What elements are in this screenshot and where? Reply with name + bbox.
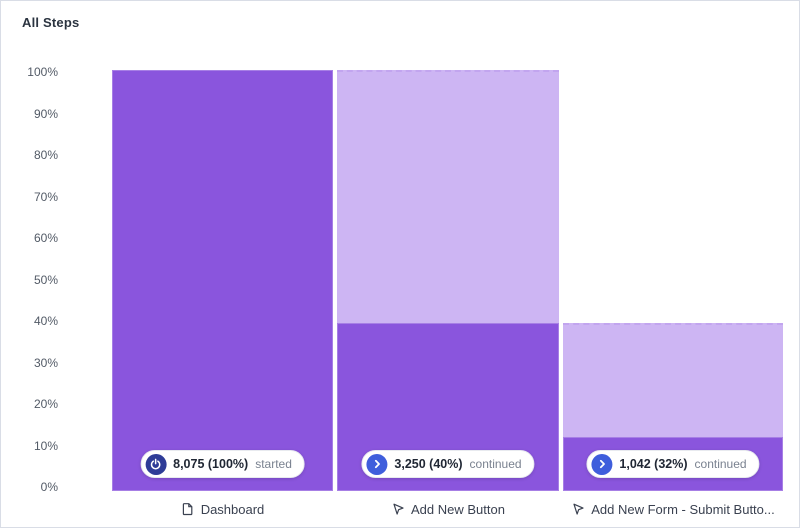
step-count-label: 1,042 (32%): [619, 457, 688, 471]
y-axis-tick-label: 100%: [27, 65, 58, 79]
y-axis-tick-label: 40%: [33, 314, 58, 328]
y-axis-tick-label: 50%: [33, 272, 58, 287]
step-label-text: Add New Button: [411, 501, 505, 517]
document-icon: [181, 502, 195, 516]
y-axis-tick-label: 60%: [33, 231, 58, 245]
y-axis-tick-label: 0%: [40, 480, 58, 494]
step-count-label: 3,250 (40%): [394, 457, 463, 471]
step-badge[interactable]: 1,042 (32%) continued: [586, 450, 760, 478]
cursor-icon: [391, 502, 405, 516]
step-label: Add New Form - Submit Butto...: [563, 499, 783, 519]
chevron-right-icon: [366, 453, 388, 475]
y-axis-tick-label: 20%: [33, 397, 58, 411]
chart-title: All Steps: [22, 15, 80, 30]
y-axis-tick-label: 80%: [33, 148, 58, 162]
funnel-bar-completed[interactable]: [112, 70, 333, 491]
chevron-right-icon: [591, 453, 613, 475]
step-label-text: Add New Form - Submit Butto...: [591, 501, 775, 517]
step-badge[interactable]: 8,075 (100%) started: [140, 450, 305, 478]
funnel-bar-dropoff[interactable]: [563, 323, 783, 437]
step-count-label: 8,075 (100%): [173, 457, 249, 471]
step-label: Dashboard: [112, 499, 333, 519]
y-axis-tick-label: 30%: [33, 355, 58, 370]
step-status-label: continued: [694, 457, 747, 471]
y-axis-tick-label: 90%: [33, 106, 58, 121]
step-status-label: started: [255, 457, 292, 471]
cursor-icon: [571, 502, 585, 516]
step-status-label: continued: [469, 457, 522, 471]
step-label: Add New Button: [337, 499, 559, 519]
y-axis-tick-label: 10%: [33, 438, 58, 453]
funnel-bar-dropoff[interactable]: [337, 70, 559, 323]
step-label-text: Dashboard: [200, 501, 265, 517]
step-badge[interactable]: 3,250 (40%) continued: [361, 450, 535, 478]
y-axis-tick-label: 70%: [33, 189, 58, 204]
power-icon: [145, 453, 167, 475]
